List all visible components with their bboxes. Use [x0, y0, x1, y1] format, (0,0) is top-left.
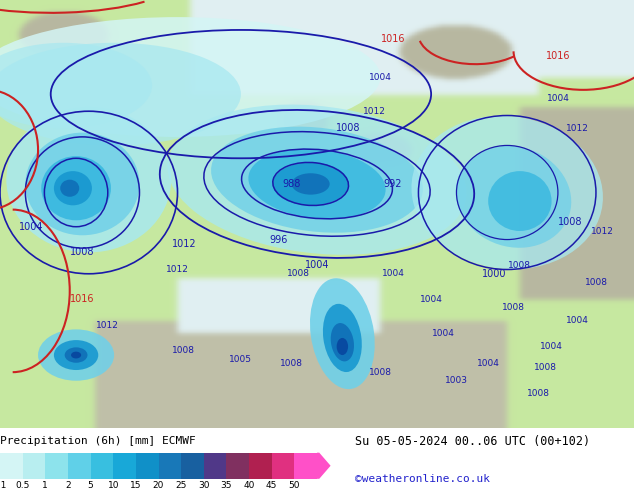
Ellipse shape — [456, 146, 571, 248]
Ellipse shape — [167, 104, 467, 255]
Text: 25: 25 — [176, 481, 187, 490]
Ellipse shape — [54, 340, 98, 370]
Ellipse shape — [211, 126, 423, 233]
Text: 1008: 1008 — [287, 270, 309, 278]
Ellipse shape — [331, 323, 354, 362]
Ellipse shape — [292, 173, 330, 195]
Text: 1004: 1004 — [432, 329, 455, 338]
Text: 1008: 1008 — [559, 218, 583, 227]
Bar — [181, 453, 204, 479]
Text: 1004: 1004 — [20, 221, 44, 232]
Text: 10: 10 — [108, 481, 119, 490]
Text: 992: 992 — [384, 179, 403, 189]
Ellipse shape — [60, 180, 79, 197]
Text: 1005: 1005 — [230, 355, 252, 364]
Text: 20: 20 — [153, 481, 164, 490]
Ellipse shape — [25, 133, 139, 235]
Text: 35: 35 — [221, 481, 232, 490]
Text: 50: 50 — [288, 481, 300, 490]
Text: 1008: 1008 — [337, 123, 361, 133]
Text: 1008: 1008 — [280, 359, 303, 368]
Bar — [272, 453, 294, 479]
Text: 1008: 1008 — [172, 346, 195, 355]
Text: 1008: 1008 — [585, 278, 607, 287]
Ellipse shape — [337, 338, 348, 355]
Text: 1016: 1016 — [546, 50, 570, 61]
Text: 1: 1 — [42, 481, 48, 490]
Bar — [23, 453, 45, 479]
Text: 1004: 1004 — [540, 342, 563, 351]
Text: 1012: 1012 — [166, 265, 189, 274]
Text: 1008: 1008 — [527, 389, 550, 398]
Text: 1012: 1012 — [363, 107, 385, 116]
Text: Precipitation (6h) [mm] ECMWF: Precipitation (6h) [mm] ECMWF — [0, 437, 196, 446]
Text: 1004: 1004 — [547, 94, 569, 103]
Text: 1008: 1008 — [508, 261, 531, 270]
Text: 1004: 1004 — [566, 317, 588, 325]
Text: 1008: 1008 — [502, 303, 525, 313]
Bar — [45, 453, 68, 479]
Text: 1012: 1012 — [566, 124, 588, 133]
Text: 988: 988 — [283, 179, 301, 189]
Ellipse shape — [411, 116, 603, 269]
Ellipse shape — [71, 352, 81, 359]
Bar — [226, 453, 249, 479]
Text: 1004: 1004 — [369, 73, 392, 81]
Bar — [136, 453, 158, 479]
Text: 5: 5 — [87, 481, 93, 490]
Ellipse shape — [310, 278, 375, 389]
Text: 1012: 1012 — [591, 226, 614, 236]
Text: 1008: 1008 — [534, 364, 557, 372]
Text: 1004: 1004 — [305, 260, 329, 270]
Bar — [68, 453, 91, 479]
Text: 1000: 1000 — [482, 269, 507, 279]
Text: 15: 15 — [130, 481, 141, 490]
Text: 1004: 1004 — [477, 359, 500, 368]
Bar — [204, 453, 226, 479]
Ellipse shape — [323, 304, 362, 372]
Text: 0.1: 0.1 — [0, 481, 7, 490]
Ellipse shape — [65, 347, 87, 363]
Bar — [249, 453, 272, 479]
FancyArrow shape — [317, 453, 330, 479]
Text: 1016: 1016 — [381, 33, 405, 44]
Text: 1012: 1012 — [96, 320, 119, 330]
Text: ©weatheronline.co.uk: ©weatheronline.co.uk — [355, 474, 490, 485]
Text: 1008: 1008 — [369, 368, 392, 377]
Ellipse shape — [54, 171, 92, 205]
Bar — [91, 453, 113, 479]
Text: 2: 2 — [65, 481, 71, 490]
Ellipse shape — [0, 43, 241, 146]
Bar — [0, 453, 23, 479]
Text: 1016: 1016 — [70, 294, 94, 304]
Text: 1012: 1012 — [172, 239, 196, 249]
Bar — [158, 453, 181, 479]
Ellipse shape — [249, 149, 385, 219]
Text: 1003: 1003 — [445, 376, 468, 385]
Text: 996: 996 — [270, 235, 288, 245]
Ellipse shape — [41, 156, 111, 220]
Ellipse shape — [6, 107, 171, 252]
Text: 45: 45 — [266, 481, 278, 490]
Ellipse shape — [0, 17, 380, 137]
Ellipse shape — [38, 329, 114, 381]
Ellipse shape — [273, 163, 349, 205]
Ellipse shape — [488, 171, 552, 231]
Text: 30: 30 — [198, 481, 209, 490]
Text: 0.5: 0.5 — [15, 481, 30, 490]
Text: 1004: 1004 — [382, 270, 404, 278]
Text: 40: 40 — [243, 481, 255, 490]
Text: Su 05-05-2024 00..06 UTC (00+102): Su 05-05-2024 00..06 UTC (00+102) — [355, 435, 590, 448]
Bar — [294, 453, 317, 479]
Ellipse shape — [0, 43, 152, 128]
Bar — [113, 453, 136, 479]
Text: 1008: 1008 — [70, 247, 94, 257]
Text: 1004: 1004 — [420, 295, 443, 304]
